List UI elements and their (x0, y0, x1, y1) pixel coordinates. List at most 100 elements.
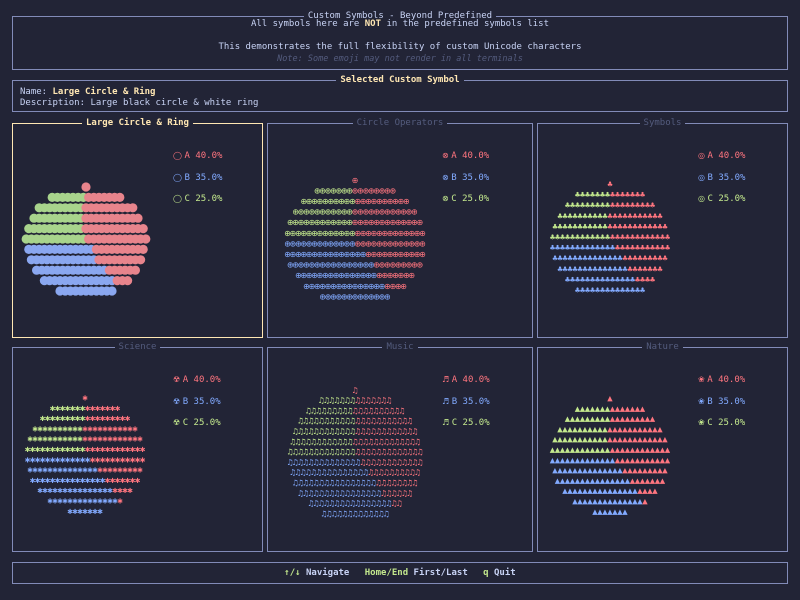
panel-circle-operators[interactable]: Circle Operators ⊕ ⊕ ⊕ ⊕ ⊕ ⊕ ⊕ ⊕ ⊕ ⊕ ⊕ ⊕ ⊕ ⊕ ⊕ ⊕ ⊕ ⊕ ⊕ ⊕ ⊕ ⊕ ⊕… (267, 118, 533, 338)
pie-slice-a-dot: ✱ (102, 436, 108, 444)
pie-slice-c-dot: ▲ (552, 436, 558, 444)
pie-slice-a-dot: ♫ (393, 468, 400, 477)
legend-item-c: ❀ C 25.0% (698, 417, 745, 429)
pie-slice-a-dot: ♫ (383, 468, 390, 477)
pie-slice-c-dot: ⊕ (335, 208, 342, 217)
pie-slice-a-dot: ✱ (85, 415, 91, 423)
pie-slice-a-dot: ♫ (370, 427, 377, 436)
pie-slice-a-dot: ♣ (607, 223, 613, 231)
pie-slice-a-dot: ▲ (615, 456, 621, 464)
pie-slice-a-dot: ✱ (90, 405, 96, 413)
panel-symbols[interactable]: Symbols ♣ ♣ ♣ ♣ ♣ ♣ ♣ ♣ ♣ ♣ ♣ ♣ ♣ ♣ ♣ ♣ ♣ ♣ ♣ ♣ ♣ ♣ ♣ ♣ ♣ ♣ ♣ ♣ ♣ ♣ ♣ ♣… (537, 118, 788, 338)
legend-symbol-icon: ◯ (173, 151, 185, 160)
pie-slice-b-dot: ⊕ (319, 261, 326, 270)
pie-slice-b-dot: ▲ (612, 497, 618, 505)
pie-slice-b-dot: ⊕ (327, 250, 334, 259)
panel-music[interactable]: Music ♫ ♫ ♫ ♫ ♫ ♫ ♫ ♫ ♫ ♫ ♫ ♫ ♫ ♫ ♫ ♫ ♫ ♫ ♫ ♫ ♫ ♫ ♫ ♫ ♫ ♫ ♫ ♫ ♫ ♫ ♫ ♫ ♫ ♫… (267, 342, 533, 552)
pie-slice-c-dot: ⊕ (322, 197, 329, 206)
pie-slice-b-dot: ▲ (585, 477, 591, 485)
pie-slice-b-dot: ♣ (617, 255, 623, 263)
pie-slice-b-dot: ♫ (377, 509, 384, 518)
pie-slice-b-dot: ⊕ (362, 261, 369, 270)
pie-slice-a-dot: ⊕ (379, 186, 386, 195)
pie-slice-a-dot: ✱ (107, 425, 113, 433)
pie-slice-b-dot: ♣ (554, 244, 560, 252)
pie-slice-c-dot: ♣ (589, 191, 595, 199)
pie-slice-c-dot: ✱ (27, 436, 33, 444)
pie-slice-b-dot: ♫ (328, 489, 335, 498)
pie-slice-b-dot: ▲ (550, 456, 556, 464)
pie-slice-a-dot: ▲ (627, 467, 633, 475)
pie-slice-c-dot: ▲ (560, 446, 566, 454)
pie-slice-c-dot: ♣ (602, 212, 608, 220)
pie-slice-b-dot: ✱ (57, 497, 63, 505)
pie-slice-b-dot: ♫ (323, 458, 330, 467)
panel-large-circle-ring[interactable]: Large Circle & Ring ◯ A 40.0% ◯ B 35.0% ◯ … (12, 118, 263, 338)
pie-slice-c-dot: ♣ (554, 234, 560, 242)
pie-slice-a-dot: ♣ (632, 223, 638, 231)
legend-item-c: ♬ C 25.0% (442, 417, 490, 429)
pie-slice-a-dot: ⊕ (357, 186, 364, 195)
pie-slice-a-dot: ▲ (640, 405, 646, 413)
pie-slice-a-dot: ▲ (630, 415, 636, 423)
pie-slice-b-dot: ⊕ (306, 239, 313, 248)
pie-slice-c-dot: ▲ (575, 446, 581, 454)
pie-slice-a-dot: ▲ (660, 446, 666, 454)
pie-slice-a-dot: ▲ (650, 415, 656, 423)
pie-slice-c-dot: ✱ (75, 405, 81, 413)
pie-slice-b-dot: ⊕ (352, 292, 359, 301)
pie-slice-c-dot: ▲ (587, 425, 593, 433)
pie-slice-c-dot: ⊕ (308, 218, 315, 227)
pie-slice-c-dot: ▲ (555, 446, 561, 454)
pie-slice-a-dot: ♣ (642, 212, 648, 220)
pie-slice-b-dot: ♫ (346, 468, 353, 477)
pie-slice-b-dot: ⊕ (311, 271, 318, 280)
pie-slice-b-dot: ♣ (589, 276, 595, 284)
pie-slice-c-dot: ▲ (580, 415, 586, 423)
pie-slice-b-dot: ⊕ (322, 271, 329, 280)
legend-symbol-icon: ♬ (442, 375, 452, 384)
pie-slice-c-dot: ♫ (323, 417, 330, 426)
pie-slice-a-dot: ⊕ (389, 218, 396, 227)
pie-slice-a-dot: ⊕ (406, 208, 413, 217)
pie-slice-a-dot: ⊕ (389, 186, 396, 195)
pie-slice-b-dot: ⊕ (311, 239, 318, 248)
pie-slice-a-dot: ✱ (110, 415, 116, 423)
pie-slice-c-dot: ⊕ (330, 218, 337, 227)
pie-slice-b-dot: ♫ (336, 468, 343, 477)
pie-slice-a-dot: ♫ (372, 468, 379, 477)
pie-slice-a-dot: ♣ (629, 244, 635, 252)
pie-slice-a-dot: ♫ (375, 396, 382, 405)
pie-slice-b-dot: ▲ (637, 497, 643, 505)
legend-symbol-icon: ☢ (173, 418, 183, 427)
pie-slice-a-dot: ♫ (372, 406, 379, 415)
pie-slice-b-dot: ♫ (338, 489, 345, 498)
pie-slice-a-dot: ♣ (632, 255, 638, 263)
pie-slice-c-dot: ♫ (344, 448, 351, 457)
pie-slice-c-dot: ✱ (45, 446, 51, 454)
pie-slice-a-dot: ♣ (657, 212, 663, 220)
legend-label: C 25.0% (184, 194, 223, 204)
panel-science[interactable]: Science ✱ ✱ ✱ ✱ ✱ ✱ ✱ ✱ ✱ ✱ ✱ ✱ ✱ ✱ ✱ ✱ ✱ ✱ ✱ ✱ ✱ ✱ ✱ ✱ ✱ ✱ ✱ ✱ ✱ ✱ ✱ ✱… (12, 342, 263, 552)
legend-item-a: ⊗ A 40.0% (442, 150, 489, 162)
pie-slice-a-dot: ⊕ (373, 186, 380, 195)
pie-slice-a-dot: ⊕ (400, 282, 407, 291)
pie-slice-a-dot: ⊕ (362, 218, 369, 227)
pie-slice-b-dot: ♫ (357, 509, 364, 518)
pie-slice-a-dot: ✱ (87, 425, 93, 433)
pie-slice-b-dot: ♫ (370, 499, 377, 508)
pie-slice-c-dot: ▲ (582, 425, 588, 433)
pie-slice-a-dot: ♫ (370, 396, 377, 405)
pie-slice-a-dot: ⊕ (362, 208, 369, 217)
pie-slice-a-dot: ✱ (117, 436, 123, 444)
pie-slice-c-dot: ▲ (590, 446, 596, 454)
legend-item-a: ◎ A 40.0% (698, 150, 745, 162)
pie-slice-b-dot: ✱ (32, 467, 38, 475)
pie-slice-a-dot: ♣ (652, 265, 658, 273)
pie-slice-c-dot: ✱ (50, 415, 56, 423)
pie-slice-c-dot: ♫ (336, 437, 343, 446)
pie-slice-a-dot: ▲ (655, 477, 661, 485)
pie-slice-b-dot: ✱ (107, 487, 113, 495)
panel-nature[interactable]: Nature ▲ ▲ ▲ ▲ ▲ ▲ ▲ ▲ ▲ ▲ ▲ ▲ ▲ ▲ ▲ ▲ ▲ ▲ ▲ ▲ ▲ ▲ ▲ ▲ ▲ ▲ ▲ ▲ ▲ ▲ ▲ ▲ ▲… (537, 342, 788, 552)
pie-slice-b-dot: ✱ (40, 456, 46, 464)
